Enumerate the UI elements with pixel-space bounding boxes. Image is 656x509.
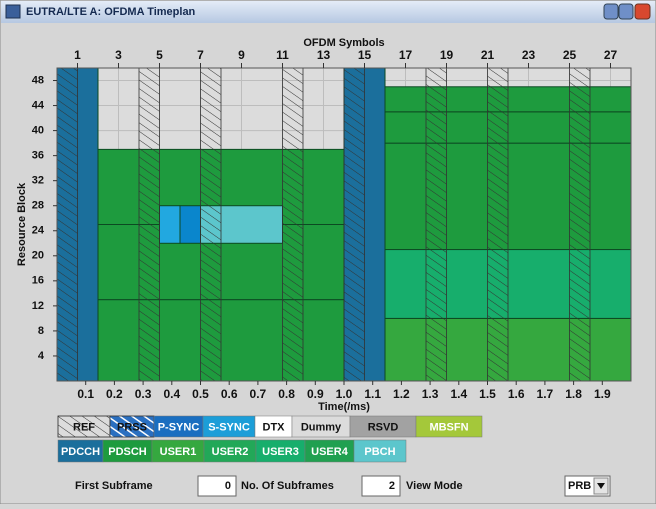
- legend-label: MBSFN: [429, 421, 468, 433]
- x-tick-label: 17: [399, 48, 413, 62]
- y-tick-label: 28: [32, 200, 44, 212]
- x-tick-label: 9: [238, 48, 245, 62]
- first-subframe-input[interactable]: [197, 475, 237, 497]
- x2-tick-label: 0.6: [221, 387, 238, 401]
- legend-swatch: [353, 439, 407, 463]
- ref-hatch: [56, 67, 78, 382]
- ref-hatch: [425, 67, 447, 382]
- x2-axis-label: Time(/ms): [318, 401, 370, 413]
- ref-hatch: [282, 67, 304, 382]
- controls: First Subframe 0 No. Of Subframes 2 View…: [75, 475, 611, 497]
- y-tick-label: 44: [32, 99, 45, 111]
- x-tick-label: 7: [197, 48, 204, 62]
- y-tick-label: 20: [32, 250, 44, 262]
- x-tick-label: 1: [74, 48, 81, 62]
- x2-tick-label: 0.3: [135, 387, 152, 401]
- ref-hatch: [569, 67, 591, 382]
- first-subframe-label: First Subframe: [75, 480, 153, 492]
- x-tick-label: 27: [604, 48, 618, 62]
- x2-tick-label: 1.4: [450, 387, 467, 401]
- x2-tick-label: 1.5: [479, 387, 496, 401]
- x2-tick-label: 0.9: [307, 387, 324, 401]
- legend-label: PDCCH: [61, 446, 100, 458]
- minimize-button[interactable]: [603, 3, 619, 20]
- maximize-button[interactable]: [618, 3, 634, 20]
- allocation: [159, 205, 181, 244]
- x-axis-label: OFDM Symbols: [303, 37, 384, 49]
- legend-label: Dummy: [301, 421, 342, 433]
- y-tick-label: 48: [32, 74, 44, 86]
- x2-tick-label: 1.9: [594, 387, 611, 401]
- legend-label: USER4: [311, 446, 349, 458]
- legend-label: DTX: [263, 421, 286, 433]
- ref-hatch: [487, 67, 509, 382]
- x2-tick-label: 1.2: [393, 387, 410, 401]
- y-tick-label: 40: [32, 125, 44, 137]
- x-tick-label: 25: [563, 48, 577, 62]
- x2-tick-label: 0.2: [106, 387, 123, 401]
- x2-tick-label: 1.1: [364, 387, 381, 401]
- subframes-label: No. Of Subframes: [241, 480, 334, 492]
- x2-tick-label: 1.6: [508, 387, 525, 401]
- y-tick-label: 8: [38, 325, 44, 337]
- dropdown-arrow: [597, 483, 605, 489]
- y-tick-label: 4: [38, 350, 45, 362]
- first-subframe-value: 0: [225, 480, 231, 492]
- x2-tick-label: 1.3: [422, 387, 439, 401]
- legend-label: PRSS: [117, 421, 147, 433]
- x-tick-label: 23: [522, 48, 536, 62]
- y-tick-label: 24: [32, 225, 45, 237]
- legend-label: P-SYNC: [158, 421, 200, 433]
- x-tick-label: 3: [115, 48, 122, 62]
- x2-tick-label: 0.5: [192, 387, 209, 401]
- ref-hatch: [138, 67, 160, 382]
- y-tick-label: 36: [32, 150, 44, 162]
- legend: REF PRSS P-SYNC S-SYNC DTX Dummy RSVD MBSFN PDCC…: [57, 415, 483, 463]
- legend-label: USER2: [212, 446, 249, 458]
- y-axis-label: Resource Block: [16, 182, 28, 266]
- legend-label: USER3: [262, 446, 299, 458]
- ref-hatch: [200, 67, 222, 382]
- allocation: [179, 205, 201, 244]
- subframes-value: 2: [389, 480, 395, 492]
- legend-label: RSVD: [368, 421, 399, 433]
- x2-tick-label: 1.8: [565, 387, 582, 401]
- close-button[interactable]: [634, 3, 651, 20]
- ref-hatch: [343, 67, 365, 382]
- view-mode-label: View Mode: [406, 480, 463, 492]
- title-bar: [1, 1, 655, 23]
- x2-tick-label: 0.4: [163, 387, 180, 401]
- legend-label: USER1: [160, 446, 197, 458]
- x2-tick-label: 1.7: [537, 387, 554, 401]
- legend-label: REF: [73, 421, 95, 433]
- legend-label: S-SYNC: [208, 421, 250, 433]
- x2-tick-label: 1.0: [336, 387, 353, 401]
- x-tick-label: 11: [276, 48, 289, 62]
- window-icon: [5, 4, 21, 19]
- legend-label: PDSCH: [108, 446, 147, 458]
- view-mode-value: PRB: [568, 480, 591, 492]
- x2-tick-label: 0.8: [278, 387, 295, 401]
- window-title: EUTRA/LTE A: OFDMA Timeplan: [26, 6, 196, 18]
- legend-swatch: [415, 415, 483, 438]
- x-tick-label: 19: [440, 48, 454, 62]
- y-tick-label: 12: [32, 300, 44, 312]
- subframes-input[interactable]: [361, 475, 401, 497]
- legend-label: PBCH: [364, 446, 395, 458]
- x-tick-label: 5: [156, 48, 163, 62]
- x2-tick-label: 0.1: [77, 387, 94, 401]
- x-tick-label: 21: [481, 48, 495, 62]
- y-tick-label: 16: [32, 275, 44, 287]
- x2-tick-label: 0.7: [250, 387, 267, 401]
- y-tick-label: 32: [32, 175, 44, 187]
- x-tick-label: 15: [358, 48, 372, 62]
- x-tick-label: 13: [317, 48, 331, 62]
